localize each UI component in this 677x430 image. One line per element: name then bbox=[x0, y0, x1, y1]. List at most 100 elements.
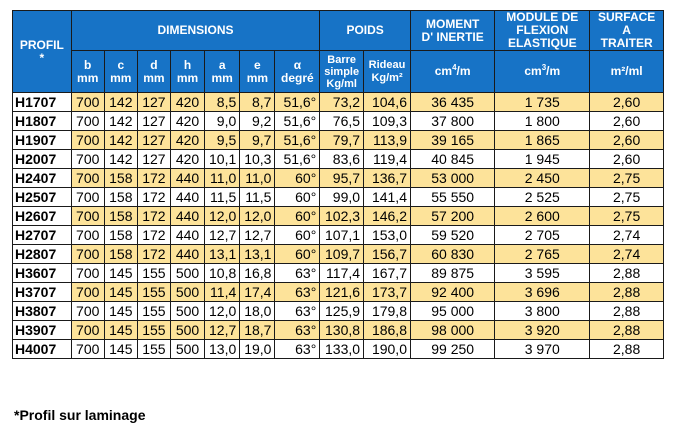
header-profil-star: * bbox=[39, 50, 45, 65]
cell-barre: 109,7 bbox=[319, 244, 365, 264]
cell-h: 420 bbox=[169, 92, 206, 112]
cell-surface: 2,74 bbox=[589, 225, 664, 245]
cell-a: 10,1 bbox=[204, 149, 241, 169]
cell-barre: 76,5 bbox=[319, 111, 365, 131]
cell-e: 12,0 bbox=[239, 206, 276, 226]
cell-barre: 117,4 bbox=[319, 263, 365, 283]
cell-e: 8,7 bbox=[239, 92, 276, 112]
header-profil: PROFIL * bbox=[12, 10, 72, 93]
cell-moment: 98 000 bbox=[409, 320, 496, 340]
table-row: H1707 700 142 127 420 8,5 8,7 51,6° 73,2 104,6 36 … bbox=[12, 92, 664, 112]
cell-b: 700 bbox=[70, 263, 105, 283]
cell-rideau: 186,8 bbox=[363, 320, 411, 340]
cell-module: 3 800 bbox=[494, 301, 591, 321]
cell-profil: H3607 bbox=[12, 263, 72, 283]
table-row: H3607 700 145 155 500 10,8 16,8 63° 117,4 167,7 89… bbox=[12, 263, 664, 283]
cell-d: 155 bbox=[136, 301, 171, 321]
table-row: H3707 700 145 155 500 11,4 17,4 63° 121,6 173,7 92… bbox=[12, 282, 664, 302]
cell-module: 2 705 bbox=[494, 225, 591, 245]
cell-surface: 2,88 bbox=[589, 263, 664, 283]
cell-a: 12,0 bbox=[204, 206, 241, 226]
cell-c: 158 bbox=[103, 206, 138, 226]
cell-alpha: 63° bbox=[274, 320, 321, 340]
header-c: c mm bbox=[103, 50, 138, 93]
cell-profil: H2407 bbox=[12, 168, 72, 188]
cell-c: 145 bbox=[103, 301, 138, 321]
cell-module: 2 600 bbox=[494, 206, 591, 226]
cell-e: 12,7 bbox=[239, 225, 276, 245]
cell-a: 12,0 bbox=[204, 301, 241, 321]
cell-profil: H1907 bbox=[12, 130, 72, 150]
cell-profil: H4007 bbox=[12, 339, 72, 359]
cell-moment: 36 435 bbox=[409, 92, 496, 112]
cell-profil: H1707 bbox=[12, 92, 72, 112]
cell-e: 16,8 bbox=[239, 263, 276, 283]
cell-e: 11,5 bbox=[239, 187, 276, 207]
cell-module: 2 765 bbox=[494, 244, 591, 264]
cell-c: 158 bbox=[103, 244, 138, 264]
footnote: *Profil sur laminage bbox=[14, 407, 146, 423]
cell-c: 142 bbox=[103, 149, 138, 169]
cell-a: 8,5 bbox=[204, 92, 241, 112]
header-module-line2: FLEXION bbox=[516, 23, 569, 37]
cell-module: 1 735 bbox=[494, 92, 591, 112]
cell-c: 158 bbox=[103, 225, 138, 245]
header-rideau-line1: Rideau bbox=[368, 58, 406, 71]
cell-profil: H1807 bbox=[12, 111, 72, 131]
cell-d: 127 bbox=[136, 130, 171, 150]
header-h-unit: mm bbox=[176, 70, 199, 85]
cell-profil: H2707 bbox=[12, 225, 72, 245]
cell-a: 11,4 bbox=[204, 282, 241, 302]
cell-h: 500 bbox=[169, 263, 206, 283]
moment-unit-tail: /m bbox=[456, 64, 471, 78]
header-h: h mm bbox=[169, 50, 206, 93]
cell-d: 172 bbox=[136, 225, 171, 245]
cell-alpha: 60° bbox=[274, 244, 321, 264]
cell-moment: 95 000 bbox=[409, 301, 496, 321]
header-surface-line2: A bbox=[622, 23, 631, 37]
cell-barre: 102,3 bbox=[319, 206, 365, 226]
cell-alpha: 60° bbox=[274, 187, 321, 207]
header-e: e mm bbox=[239, 50, 276, 93]
cell-d: 155 bbox=[136, 320, 171, 340]
header-surface-unit: m²/ml bbox=[589, 50, 664, 93]
cell-c: 145 bbox=[103, 339, 138, 359]
moment-unit-base: cm bbox=[434, 64, 453, 78]
cell-c: 145 bbox=[103, 282, 138, 302]
cell-a: 9,5 bbox=[204, 130, 241, 150]
module-unit-tail: /m bbox=[546, 64, 561, 78]
header-alpha: α degré bbox=[274, 50, 321, 93]
header-d: d mm bbox=[136, 50, 171, 93]
cell-rideau: 156,7 bbox=[363, 244, 411, 264]
header-module-unit: cm3/m bbox=[494, 50, 591, 93]
header-b-symbol: b bbox=[84, 57, 92, 72]
header-barre: Barre simple Kg/ml bbox=[319, 50, 365, 93]
cell-b: 700 bbox=[70, 206, 105, 226]
cell-rideau: 141,4 bbox=[363, 187, 411, 207]
cell-surface: 2,60 bbox=[589, 130, 664, 150]
cell-b: 700 bbox=[70, 320, 105, 340]
cell-moment: 99 250 bbox=[409, 339, 496, 359]
cell-surface: 2,88 bbox=[589, 339, 664, 359]
cell-d: 172 bbox=[136, 206, 171, 226]
header-c-unit: mm bbox=[110, 70, 132, 85]
cell-surface: 2,88 bbox=[589, 301, 664, 321]
cell-d: 127 bbox=[136, 92, 171, 112]
header-c-symbol: c bbox=[117, 57, 125, 72]
header-barre-line2: simple bbox=[324, 65, 360, 78]
module-unit-exp: 3 bbox=[541, 63, 547, 72]
cell-c: 145 bbox=[103, 263, 138, 283]
cell-h: 420 bbox=[169, 111, 206, 131]
cell-b: 700 bbox=[70, 282, 105, 302]
cell-alpha: 60° bbox=[274, 225, 321, 245]
cell-surface: 2,60 bbox=[589, 92, 664, 112]
cell-barre: 73,2 bbox=[319, 92, 365, 112]
cell-c: 145 bbox=[103, 320, 138, 340]
cell-e: 9,7 bbox=[239, 130, 276, 150]
cell-d: 172 bbox=[136, 187, 171, 207]
module-unit-base: cm bbox=[524, 64, 542, 78]
cell-h: 440 bbox=[169, 244, 206, 264]
cell-barre: 130,8 bbox=[319, 320, 365, 340]
cell-rideau: 179,8 bbox=[363, 301, 411, 321]
cell-alpha: 60° bbox=[274, 206, 321, 226]
